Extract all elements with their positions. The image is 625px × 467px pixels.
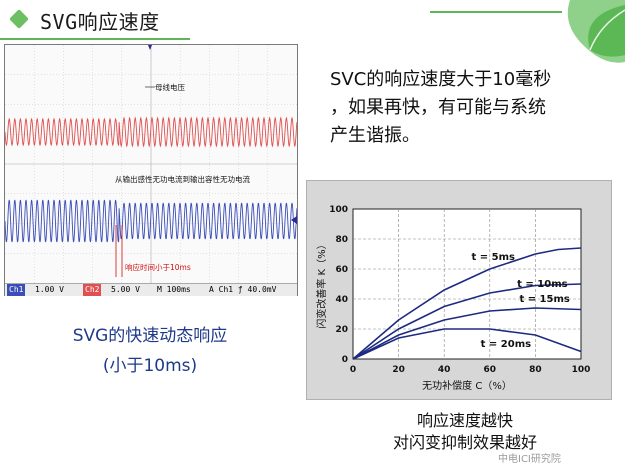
caption-right-line1: 响应速度越快 — [416, 411, 513, 430]
series-line-4 — [352, 328, 582, 360]
ch2-indicator: Ch2 — [83, 284, 102, 296]
y-tick-label: 80 — [335, 235, 348, 245]
bus-voltage-waveform — [5, 116, 297, 148]
x-tick-label: 60 — [484, 365, 497, 375]
watermark: 中电ICI研究院 — [498, 454, 561, 465]
x-axis-label: 无功补偿度 C（%） — [422, 379, 512, 392]
svc-description: SVC的响应速度大于10毫秒 ，如果再快，有可能与系统 产生谐振。 — [330, 66, 620, 150]
x-tick-label: 20 — [392, 365, 405, 375]
series-label-3: t = 15ms — [519, 294, 569, 305]
y-tick-label: 0 — [342, 355, 348, 365]
title-rule-right — [430, 11, 562, 13]
trigger-position-icon — [148, 45, 152, 50]
caption-left-line1: SVG的快速动态响应 — [72, 326, 228, 346]
series-line-2 — [352, 283, 582, 360]
label-transition: 从输出感性无功电流到输出容性无功电流 — [115, 174, 250, 184]
series-label-4: t = 20ms — [481, 339, 531, 350]
y-axis-label: 闪变改善率 K（%） — [315, 239, 328, 328]
caption-left-line2: (小于10ms) — [102, 356, 198, 376]
title-rule-left — [0, 38, 190, 40]
flicker-chart: 0 20 40 60 80 100 0 20 40 60 80 100 无功补偿度 C（%） 闪变改善率 … — [315, 205, 591, 392]
label-response-time: 响应时间小于10ms — [125, 262, 191, 272]
trigger-level-icon — [291, 216, 297, 224]
ch2-scale: 5.00 V — [111, 285, 140, 294]
svc-line1: SVC的响应速度大于10毫秒 — [330, 69, 552, 90]
series-label-1: t = 5ms — [472, 252, 516, 263]
series-label-2: t = 10ms — [517, 279, 567, 290]
y-tick-label: 20 — [335, 325, 348, 335]
y-tick-label: 40 — [335, 295, 348, 305]
timebase: M 100ms — [157, 285, 191, 294]
svc-line2: ，如果再快，有可能与系统 — [330, 97, 546, 118]
title-bullet-icon — [9, 9, 29, 29]
x-tick-label: 0 — [350, 365, 356, 375]
caption-right: 响应速度越快 对闪变抑制效果越好 — [330, 410, 600, 454]
scope-grid — [5, 45, 297, 283]
ch1-scale: 1.00 V — [35, 285, 64, 294]
caption-right-line2: 对闪变抑制效果越好 — [392, 433, 537, 452]
series-line-1 — [352, 247, 582, 360]
trigger-info: A Ch1 ƒ 40.0mV — [209, 285, 277, 294]
y-tick-label: 60 — [335, 265, 348, 275]
x-tick-label: 100 — [572, 365, 591, 375]
slide-title: SVG响应速度 — [40, 10, 160, 34]
oscilloscope-plot: 母线电压 从输出感性无功电流到输出容性无功电流 响应时间小于10ms — [5, 45, 297, 283]
svc-line3: 产生谐振。 — [330, 125, 420, 146]
current-waveform — [5, 199, 297, 243]
scope-status-bar: Ch1 1.00 V Ch2 5.00 V M 100ms A Ch1 ƒ 40… — [5, 283, 297, 296]
leaf-decoration-icon — [567, 0, 625, 63]
flicker-chart-panel: 0 20 40 60 80 100 0 20 40 60 80 100 无功补偿度 C（%） 闪变改善率 … — [306, 180, 612, 400]
y-tick-label: 100 — [329, 205, 348, 215]
oscilloscope-capture: 母线电压 从输出感性无功电流到输出容性无功电流 响应时间小于10ms Ch1 1… — [4, 44, 298, 296]
label-bus-voltage: 母线电压 — [155, 82, 185, 92]
x-tick-label: 80 — [529, 365, 542, 375]
ch1-indicator: Ch1 — [7, 284, 26, 296]
x-tick-label: 40 — [438, 365, 451, 375]
series-line-3 — [352, 307, 582, 360]
caption-left: SVG的快速动态响应 (小于10ms) — [0, 321, 300, 381]
